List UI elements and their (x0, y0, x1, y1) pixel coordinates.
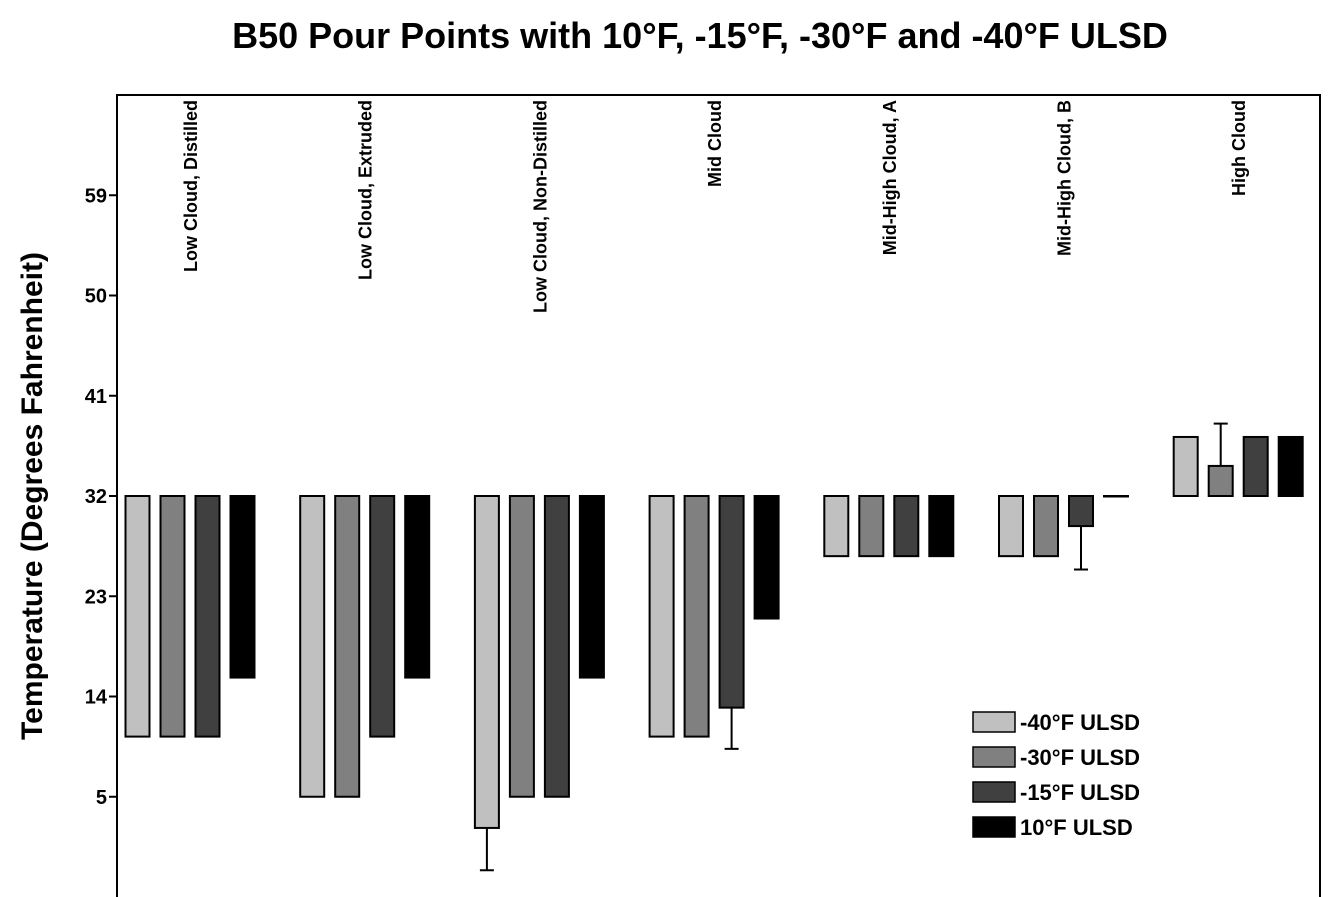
bar (1103, 495, 1129, 498)
bar (893, 495, 920, 558)
y-tick-label: 59 (85, 185, 107, 207)
bar (753, 495, 780, 620)
category-label: High Cloud (1229, 100, 1249, 196)
bar (578, 495, 605, 679)
bar (1277, 435, 1304, 498)
plot-frame (116, 94, 1321, 897)
legend-swatch (972, 816, 1016, 838)
legend-swatch (972, 781, 1016, 803)
category-label: Mid Cloud (705, 100, 725, 187)
y-tick-label: 23 (85, 586, 107, 608)
bar (1068, 495, 1094, 528)
category-label: Mid-High Cloud, A (880, 100, 900, 255)
y-tick-label: 50 (85, 286, 107, 308)
legend-label: -40°F ULSD (1020, 710, 1140, 735)
bar (508, 495, 535, 798)
bar (928, 495, 955, 558)
category-label: Low Cloud, Non-Distilled (530, 100, 550, 313)
y-axis-label: Temperature (Degrees Fahrenheit) (16, 252, 49, 740)
bar (1172, 435, 1199, 498)
bar (159, 495, 186, 738)
y-tick-label: 5 (96, 787, 107, 809)
bar (1033, 495, 1059, 558)
bar (194, 495, 221, 738)
bar (543, 495, 570, 798)
legend-swatch (972, 711, 1016, 733)
legend-label: -15°F ULSD (1020, 780, 1140, 805)
y-tick-label: 32 (85, 486, 107, 508)
bar (473, 495, 500, 829)
bar (404, 495, 431, 679)
bar (334, 495, 361, 798)
legend-label: 10°F ULSD (1020, 815, 1133, 840)
bar (858, 495, 885, 558)
y-tick-label: 41 (85, 386, 107, 408)
category-label: Low Cloud, Extruded (356, 100, 376, 280)
bar (823, 495, 850, 558)
bar (683, 495, 710, 738)
bar (1207, 464, 1234, 497)
bar (718, 495, 745, 709)
y-tick-label: 14 (85, 687, 108, 709)
bar (1242, 435, 1269, 498)
category-label: Mid-High Cloud, B (1055, 100, 1075, 256)
bar (369, 495, 396, 738)
bar (124, 495, 151, 738)
category-label: Low Cloud, Distilled (181, 100, 201, 272)
legend-label: -30°F ULSD (1020, 745, 1140, 770)
bar (299, 495, 326, 798)
bar (648, 495, 675, 738)
bar (998, 495, 1024, 558)
chart-title: B50 Pour Points with 10°F, -15°F, -30°F … (232, 15, 1168, 56)
bar (229, 495, 256, 679)
legend-swatch (972, 746, 1016, 768)
